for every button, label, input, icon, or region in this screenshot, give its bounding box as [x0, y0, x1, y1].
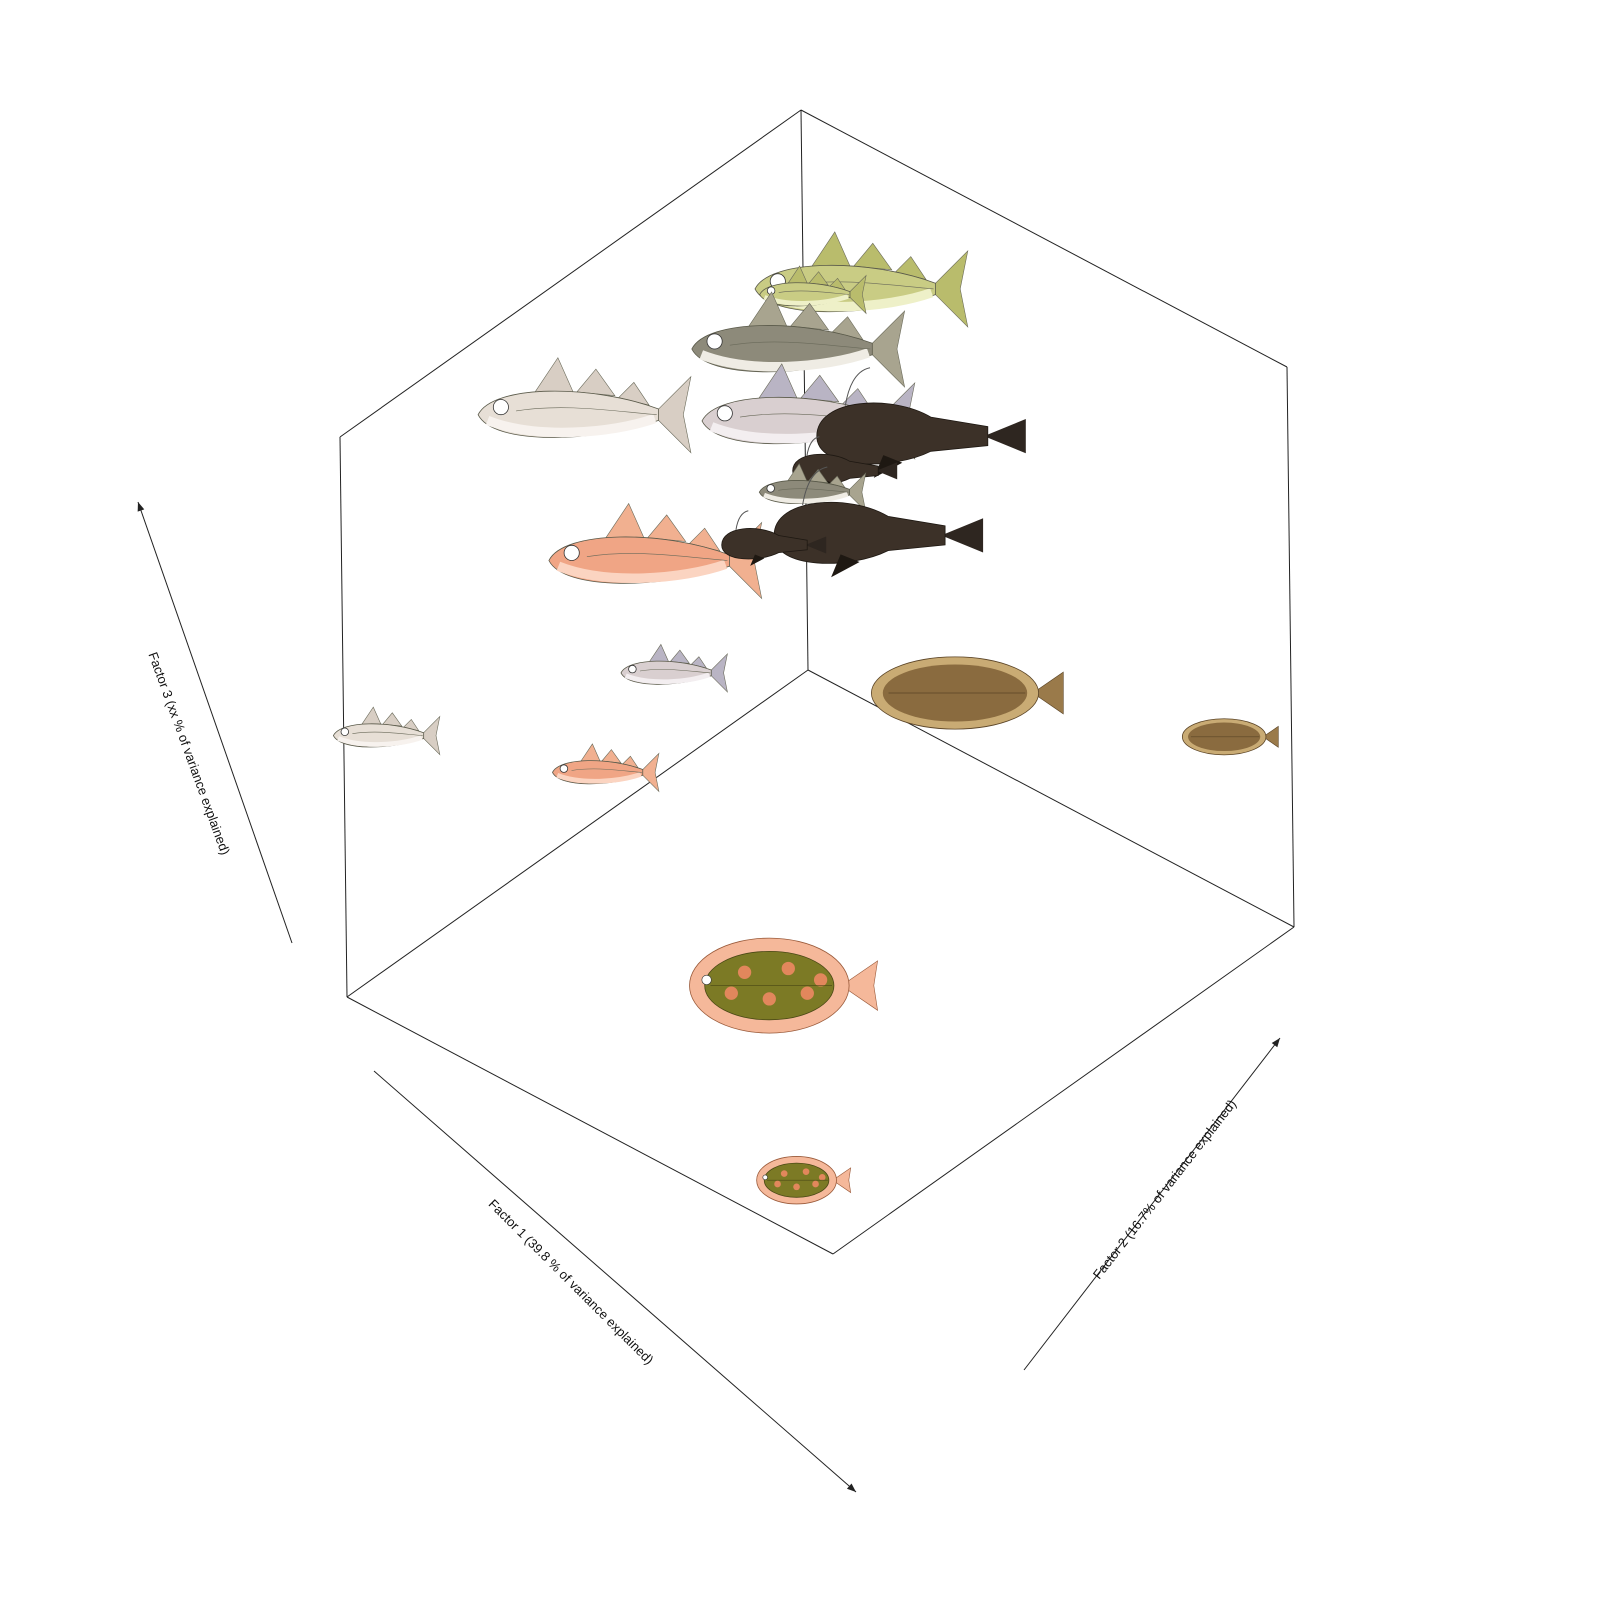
fish-belly — [763, 491, 849, 504]
fish-tail — [1032, 671, 1064, 715]
fish-lateral-line — [778, 488, 849, 493]
fish-eye — [559, 764, 569, 773]
fish-point-redfish-small — [552, 743, 660, 793]
fish-tail — [639, 752, 660, 793]
axis-arrows — [137, 501, 1281, 1493]
fish-tail — [846, 472, 867, 513]
fish-tail — [866, 310, 906, 388]
fish-tail — [832, 1167, 852, 1194]
fish-spot — [802, 1168, 810, 1175]
fish-eye — [716, 405, 733, 422]
fish-lateral-line — [729, 341, 871, 350]
fish-point-cod-small — [759, 265, 867, 315]
fish-eye — [340, 727, 349, 736]
fish-lateral-line — [516, 407, 657, 415]
fish-point-cod-large — [754, 231, 969, 328]
fish-point-haddock-small — [332, 706, 441, 756]
factor3-arrow-head — [137, 502, 145, 512]
fish-body — [773, 501, 946, 564]
fish-eye — [701, 974, 712, 985]
fish-point-saithe-large — [691, 291, 906, 388]
frame-edge-left-top — [339, 109, 802, 438]
fish-point-haddock-large — [477, 357, 692, 454]
fish-tail — [420, 715, 441, 756]
fish-spot — [774, 1180, 781, 1188]
factor1-arrow — [373, 1070, 857, 1493]
fish-eye — [706, 333, 723, 350]
frame-edge-right-top — [800, 109, 1288, 368]
fish-eye — [628, 664, 637, 674]
fish-point-sole-large — [871, 656, 1064, 730]
fish-eye — [563, 544, 580, 561]
factor2-arrow — [1023, 1037, 1281, 1371]
fish-spot — [781, 961, 795, 976]
fish-eye — [492, 399, 509, 416]
fish-belly — [337, 735, 423, 747]
fish-tail — [707, 652, 728, 693]
axis-labels: Factor 1 (39.8 % of variance explained) … — [145, 650, 1239, 1367]
fish-tail — [846, 274, 867, 315]
fish-lateral-line — [586, 553, 728, 561]
fish-body — [816, 402, 989, 465]
fish-spot — [793, 1183, 800, 1191]
fish-spot — [724, 986, 738, 1000]
factor1-arrow-shaft — [373, 1070, 857, 1493]
fish-tail — [941, 518, 984, 553]
fish-spot — [737, 965, 752, 979]
fish-point-plaice-large — [689, 937, 879, 1034]
fish-spot — [780, 1170, 788, 1177]
fish-lateral-line — [639, 669, 711, 674]
fish-lateral-line — [352, 731, 423, 736]
fish-tail — [652, 375, 692, 454]
fish-belly — [699, 348, 871, 372]
fish-belly — [624, 672, 711, 685]
fish-belly — [556, 772, 642, 784]
fish-point-plaice-small — [756, 1156, 852, 1205]
factor2-arrow-shaft — [1023, 1037, 1281, 1371]
fish-point-anglerfish-small — [721, 510, 827, 566]
fish-lure — [735, 510, 749, 530]
fish-markers — [332, 231, 1279, 1205]
fish-lateral-line — [778, 290, 850, 295]
fish-pectoral-fin — [831, 554, 860, 578]
fish-tail — [805, 536, 827, 554]
frame-edge-left-wall — [339, 436, 348, 998]
frame-edge-floor-front — [346, 996, 834, 1255]
fish-lateral-line — [571, 768, 642, 773]
fish-tail — [840, 960, 879, 1011]
fish-eye — [762, 1174, 768, 1181]
frame-edge-factor3 — [800, 109, 809, 671]
fish-lure — [802, 466, 828, 506]
fish-belly — [556, 559, 728, 583]
factor3-arrow — [137, 501, 293, 944]
fish-point-hake-small — [620, 643, 728, 693]
x-axis-label: Factor 1 (39.8 % of variance explained) — [486, 1196, 657, 1367]
fish-tail — [1262, 725, 1279, 748]
fish-spot — [812, 1180, 819, 1188]
frame-edge-right-wall — [1286, 366, 1295, 928]
factor2-arrow-head — [1271, 1038, 1280, 1048]
frame-edge-floor-right — [832, 926, 1295, 1255]
y-axis-label: Factor 2 (16.7% of variance explained) — [1090, 1097, 1239, 1282]
fish-lure — [806, 436, 820, 456]
fish-tail — [929, 249, 969, 328]
fish-belly — [485, 414, 657, 438]
fish-tail — [876, 462, 898, 480]
fish-eye — [766, 484, 775, 493]
frame-edge-factor1 — [346, 669, 809, 998]
fish-tail — [984, 419, 1026, 454]
factor3-arrow-shaft — [137, 501, 293, 944]
z-axis-label: Factor 3 (xx % of variance explained) — [145, 650, 232, 857]
fish-spot — [762, 992, 776, 1006]
fish-point-saithe-small — [758, 463, 867, 513]
fish-point-sole-small — [1181, 718, 1279, 756]
fish-body — [721, 528, 808, 560]
fish-lure — [844, 367, 871, 406]
fish-spot — [813, 973, 828, 987]
factor1-arrow-head — [846, 1483, 856, 1492]
fish-spot — [800, 986, 814, 1000]
fish-spot — [818, 1174, 826, 1181]
